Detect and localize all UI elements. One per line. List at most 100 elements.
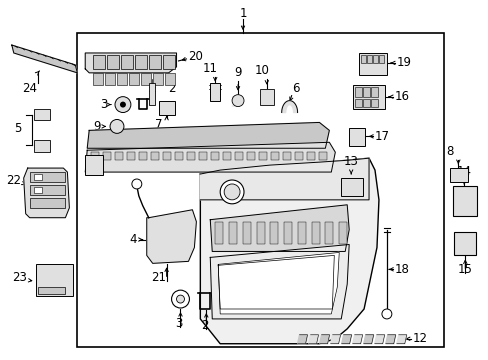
Bar: [152, 73, 163, 85]
Bar: [141, 73, 150, 85]
Circle shape: [115, 96, 131, 113]
Text: 11: 11: [203, 62, 217, 75]
Text: 2: 2: [168, 82, 176, 95]
Polygon shape: [297, 335, 307, 344]
Polygon shape: [210, 205, 348, 251]
Bar: [34, 187, 41, 193]
Bar: [129, 73, 139, 85]
Bar: [36, 264, 73, 296]
Bar: [164, 73, 174, 85]
Bar: [38, 287, 65, 294]
Bar: [358, 53, 386, 75]
Bar: [223, 152, 231, 160]
Text: 3: 3: [100, 98, 107, 111]
Polygon shape: [200, 158, 368, 200]
Bar: [372, 55, 377, 63]
Bar: [85, 155, 103, 175]
Bar: [228, 222, 237, 243]
Bar: [34, 174, 41, 180]
Bar: [325, 222, 333, 243]
Polygon shape: [308, 335, 318, 344]
Bar: [158, 100, 174, 114]
Polygon shape: [281, 101, 297, 113]
Bar: [148, 55, 161, 69]
Bar: [127, 152, 135, 160]
Bar: [103, 152, 111, 160]
Bar: [91, 152, 99, 160]
Text: 2: 2: [201, 319, 209, 332]
Polygon shape: [330, 335, 340, 344]
Text: 15: 15: [457, 264, 472, 276]
Text: 5: 5: [14, 122, 21, 135]
Bar: [307, 152, 315, 160]
Bar: [107, 55, 119, 69]
Polygon shape: [218, 252, 339, 314]
Circle shape: [120, 102, 126, 108]
Polygon shape: [319, 335, 329, 344]
Bar: [30, 172, 65, 182]
Bar: [378, 55, 383, 63]
Text: 14: 14: [456, 165, 471, 178]
Text: 20: 20: [188, 50, 203, 63]
Bar: [283, 152, 291, 160]
Text: 21: 21: [151, 271, 166, 284]
Polygon shape: [87, 122, 328, 148]
Bar: [259, 89, 273, 105]
Polygon shape: [396, 335, 406, 344]
Circle shape: [132, 179, 142, 189]
Text: 17: 17: [374, 130, 389, 143]
Bar: [270, 222, 278, 243]
Text: 9: 9: [93, 120, 101, 133]
Bar: [271, 152, 279, 160]
Bar: [295, 152, 303, 160]
Bar: [297, 222, 305, 243]
Bar: [319, 152, 326, 160]
Circle shape: [171, 290, 189, 308]
Bar: [187, 152, 195, 160]
Text: 7: 7: [155, 118, 162, 131]
Bar: [366, 55, 371, 63]
Text: 10: 10: [254, 64, 269, 77]
Bar: [210, 83, 220, 100]
Bar: [341, 178, 362, 196]
Bar: [348, 129, 365, 146]
Bar: [115, 152, 123, 160]
Bar: [93, 73, 103, 85]
Bar: [215, 222, 223, 243]
Bar: [370, 99, 377, 107]
Text: 22: 22: [6, 174, 21, 186]
Bar: [370, 87, 377, 96]
Bar: [259, 152, 267, 160]
Bar: [311, 222, 319, 243]
Bar: [354, 87, 361, 96]
Polygon shape: [363, 335, 373, 344]
Text: 3: 3: [175, 317, 182, 330]
Polygon shape: [352, 335, 362, 344]
Bar: [30, 198, 65, 208]
Bar: [453, 231, 475, 255]
Bar: [452, 186, 476, 216]
Text: 4: 4: [129, 233, 137, 246]
Bar: [243, 222, 250, 243]
Circle shape: [176, 295, 184, 303]
Polygon shape: [218, 255, 334, 309]
Text: 12: 12: [412, 332, 427, 345]
Circle shape: [232, 95, 244, 107]
Text: 16: 16: [394, 90, 409, 103]
Bar: [360, 55, 366, 63]
Text: 9: 9: [234, 66, 241, 79]
Bar: [151, 152, 159, 160]
Text: 6: 6: [291, 82, 299, 95]
Bar: [163, 152, 171, 160]
Text: 23: 23: [12, 271, 27, 284]
Bar: [449, 168, 468, 182]
Text: 19: 19: [396, 57, 411, 69]
Bar: [139, 152, 147, 160]
Circle shape: [224, 184, 240, 200]
Bar: [362, 87, 369, 96]
Bar: [256, 222, 264, 243]
Bar: [34, 109, 49, 121]
Bar: [284, 222, 291, 243]
Bar: [354, 99, 361, 107]
Bar: [362, 99, 369, 107]
